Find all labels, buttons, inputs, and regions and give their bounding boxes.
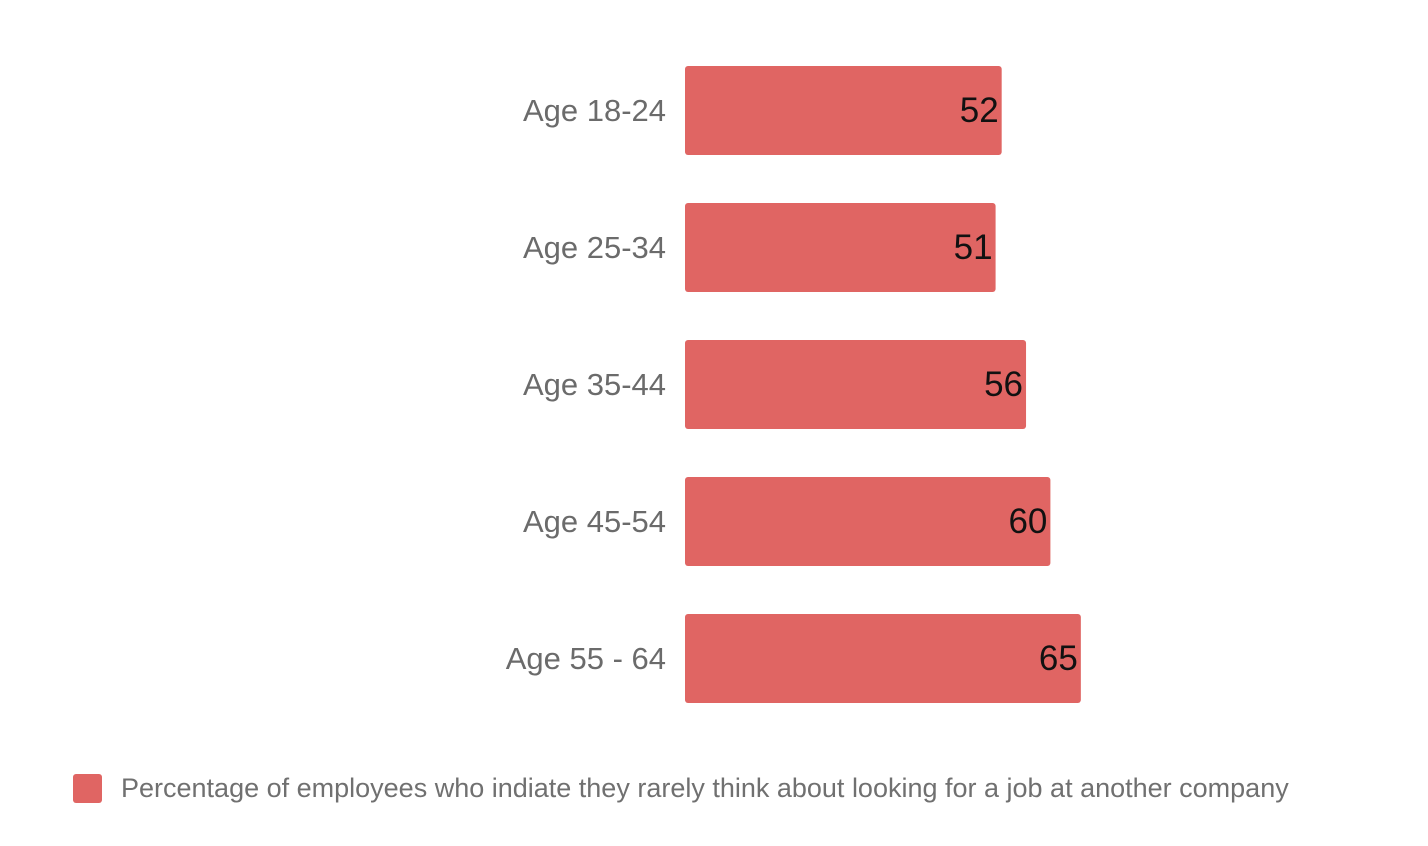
category-label: Age 55 - 64 — [506, 641, 666, 676]
bar[interactable] — [685, 66, 1002, 155]
legend-label: Percentage of employees who indiate they… — [121, 772, 1289, 803]
bar[interactable] — [685, 203, 996, 292]
data-label: 65 — [1039, 639, 1078, 678]
category-label: Age 18-24 — [523, 93, 666, 128]
category-label: Age 45-54 — [523, 504, 666, 539]
data-label: 60 — [1008, 502, 1047, 541]
bar[interactable] — [685, 340, 1027, 429]
legend-swatch — [73, 773, 102, 803]
bar[interactable] — [685, 614, 1081, 703]
data-label: 52 — [960, 91, 999, 130]
data-label: 56 — [984, 365, 1023, 404]
bar[interactable] — [685, 477, 1051, 566]
legend: Percentage of employees who indiate they… — [73, 768, 1289, 808]
data-label: 51 — [954, 228, 993, 267]
category-label: Age 25-34 — [523, 230, 666, 265]
category-label: Age 35-44 — [523, 367, 666, 402]
